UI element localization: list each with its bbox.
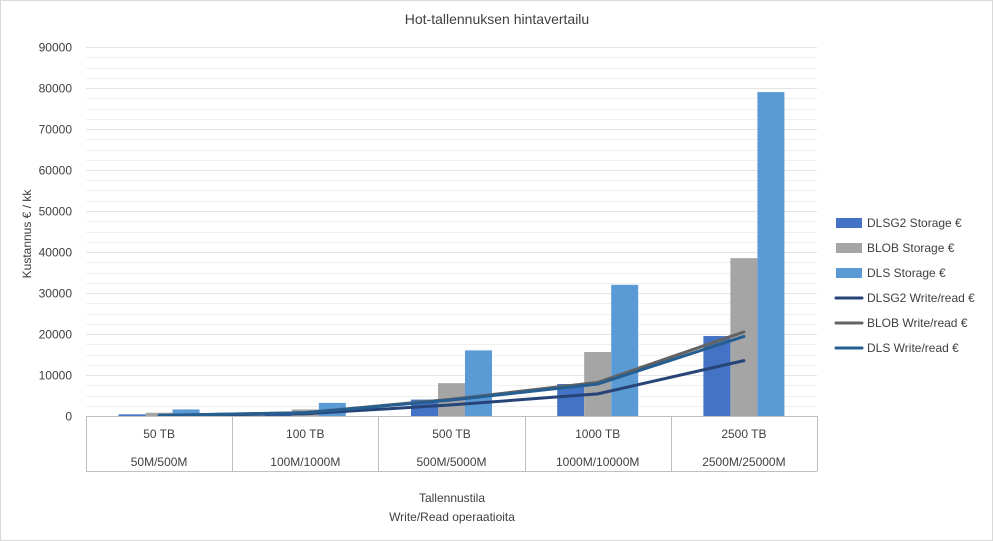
legend-entry: BLOB Write/read €: [867, 316, 968, 330]
bar: [118, 414, 146, 416]
y-axis-label: Kustannus € / kk: [20, 189, 34, 279]
legend-swatch: [836, 243, 862, 253]
x-axis-label-line-1: Tallennustila: [419, 491, 485, 505]
axis-layer: 0 10000 20000 30000 40000 50000 60000 70000 8000…: [39, 41, 818, 472]
y-tick-label: 80000: [39, 82, 73, 96]
x-tick-label: 500 TB: [432, 427, 470, 441]
x-subtick-label: 2500M/25000M: [702, 455, 785, 469]
y-tick-label: 10000: [39, 369, 73, 383]
x-subtick-label: 500M/5000M: [416, 455, 486, 469]
y-tick-label: 20000: [39, 328, 73, 342]
x-tick-label: 2500 TB: [721, 427, 766, 441]
y-tick-label: 30000: [39, 287, 73, 301]
chart-title: Hot-tallennuksen hintavertailu: [405, 11, 589, 27]
legend-entry: DLS Write/read €: [867, 341, 959, 355]
series-line: [157, 334, 746, 417]
legend-entry: DLSG2 Storage €: [867, 216, 962, 230]
legend-swatch: [836, 268, 862, 278]
x-subtick-label: 100M/1000M: [270, 455, 340, 469]
bar: [172, 409, 200, 416]
y-tick-label: 0: [65, 410, 72, 424]
legend: DLSG2 Storage € BLOB Storage € DLS Storage…: [834, 216, 975, 355]
y-tick-label: 90000: [39, 41, 73, 55]
x-tick-label: 50 TB: [143, 427, 175, 441]
y-tick-label: 70000: [39, 123, 73, 137]
lines-layer: [157, 330, 746, 418]
legend-swatch: [836, 218, 862, 228]
x-tick-label: 100 TB: [286, 427, 324, 441]
grid-layer: [86, 47, 817, 407]
legend-entry: DLS Storage €: [867, 266, 946, 280]
y-tick-label: 60000: [39, 164, 73, 178]
y-tick-label: 50000: [39, 205, 73, 219]
x-subtick-label: 50M/500M: [131, 455, 188, 469]
y-tick-label: 40000: [39, 246, 73, 260]
legend-entry: DLSG2 Write/read €: [867, 291, 975, 305]
bar: [611, 284, 639, 416]
x-tick-label: 1000 TB: [575, 427, 620, 441]
legend-entry: BLOB Storage €: [867, 241, 955, 255]
x-subtick-label: 1000M/10000M: [556, 455, 639, 469]
bar: [757, 92, 785, 416]
x-axis-label-line-2: Write/Read operaatioita: [389, 510, 515, 524]
bar: [465, 350, 492, 416]
